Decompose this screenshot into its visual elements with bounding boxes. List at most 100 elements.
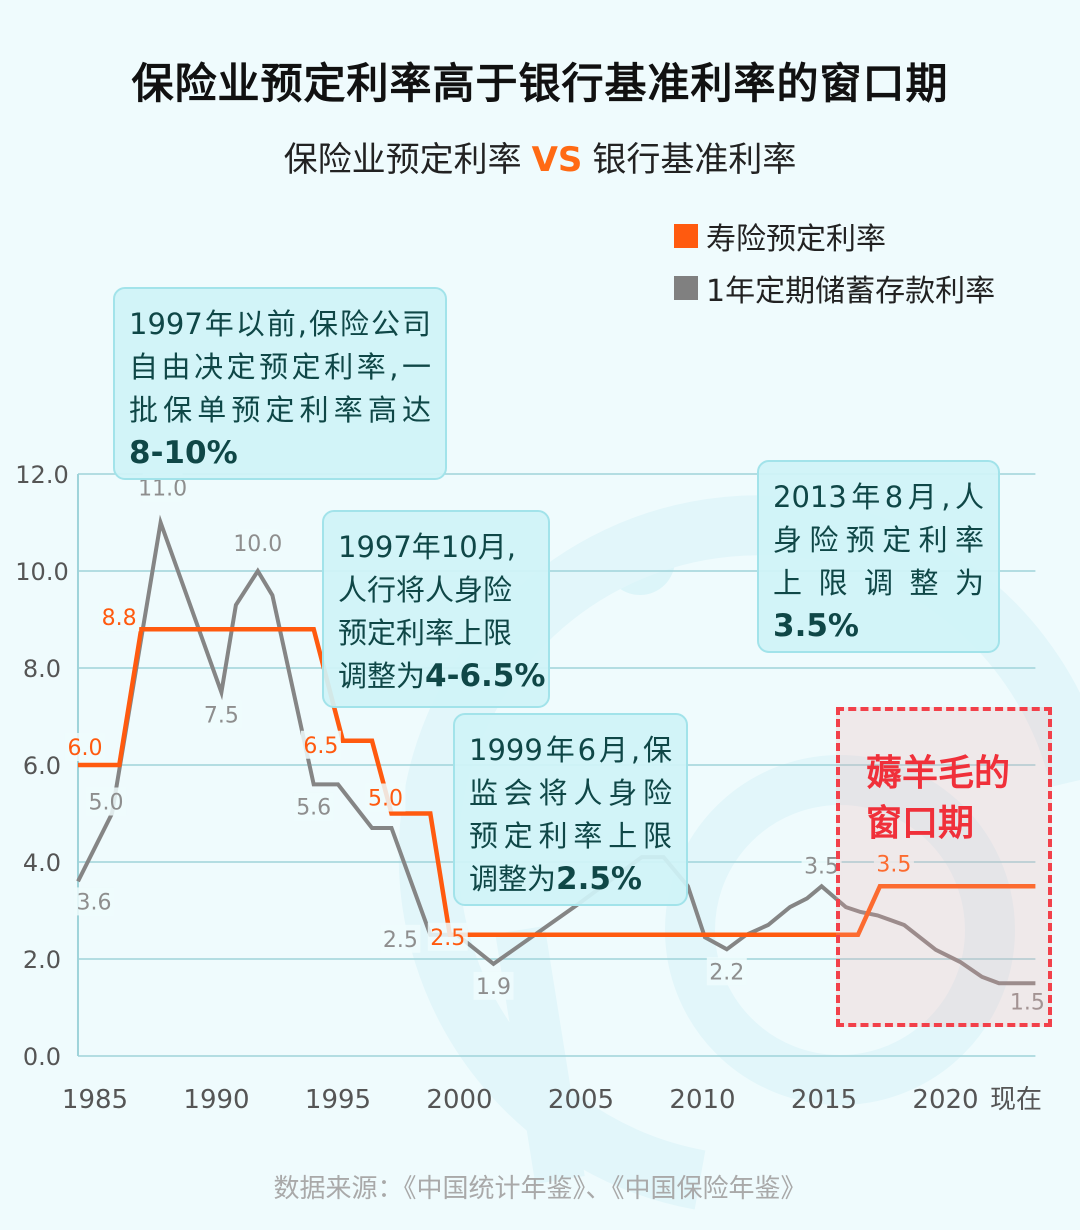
legend-swatch-gray — [674, 276, 698, 300]
data-label-text: 6.0 — [67, 736, 102, 761]
data-label-bg — [801, 851, 842, 880]
data-label: 5.0 — [86, 787, 127, 816]
data-label: 6.0 — [64, 733, 105, 761]
data-label: 3.6 — [73, 887, 114, 916]
annotation-highlight: 4-6.5% — [425, 658, 546, 694]
data-label: 2.5 — [380, 924, 421, 953]
data-label: 5.6 — [293, 792, 334, 821]
legend-item-life-insurance: 寿险预定利率 — [674, 214, 886, 258]
data-label-text: 11.0 — [138, 477, 187, 502]
legend-swatch-orange — [674, 224, 698, 248]
data-label-text: 7.5 — [204, 703, 239, 728]
data-label-text: 1.5 — [1010, 990, 1045, 1015]
x-tick-label: 2010 — [669, 1085, 735, 1115]
annotation-1999-6: 1999年6月,保 监会将人身险 预定利率上限 调整为2.5% — [453, 713, 688, 906]
y-tick-label: 12.0 — [15, 461, 68, 489]
window-label-line: 薅羊毛的 — [866, 753, 1011, 794]
x-tick-label: 1985 — [62, 1085, 128, 1115]
annotation-line: 上限调整为 — [773, 566, 984, 600]
annotation-line: 调整为 — [338, 659, 426, 693]
subtitle-left: 保险业预定利率 — [283, 140, 522, 180]
data-label-bg — [64, 733, 105, 761]
y-tick-label: 10.0 — [15, 558, 68, 586]
data-label-bg — [201, 700, 242, 729]
legend-label: 寿险预定利率 — [706, 222, 886, 257]
data-label: 1.5 — [1007, 987, 1048, 1016]
data-label: 5.0 — [365, 783, 406, 812]
data-label-bg — [293, 792, 334, 821]
data-label-text: 10.0 — [233, 532, 282, 557]
data-label-text: 1.9 — [476, 975, 511, 1000]
data-label-bg — [99, 603, 140, 632]
annotation-line: 监会将人身险 — [469, 776, 672, 810]
data-label: 3.5 — [873, 849, 914, 878]
annotation-2013-8: 2013年8月,人 身险预定利率 上限调整为 3.5% — [757, 460, 1000, 653]
annotation-line: 人行将人身险 — [338, 573, 513, 607]
window-label: 薅羊毛的 窗口期 — [866, 749, 1010, 849]
data-label-text: 5.0 — [368, 787, 403, 812]
data-label-text: 2.5 — [383, 928, 418, 953]
annotation-line: 预定利率上限 — [469, 819, 672, 853]
data-label-bg — [380, 924, 421, 953]
window-label-line: 窗口期 — [866, 803, 975, 844]
annotation-highlight: 3.5% — [773, 608, 859, 644]
x-tick-label: 2015 — [791, 1085, 857, 1115]
annotation-line: 1997年10月, — [338, 530, 516, 564]
data-label: 3.5 — [801, 851, 842, 880]
data-label-bg — [427, 922, 468, 951]
annotation-line: 自由决定预定利率,一 — [129, 350, 431, 384]
annotation-line: 2013年8月,人 — [773, 480, 984, 514]
data-label-bg — [237, 529, 278, 557]
data-label-bg — [473, 971, 514, 1000]
annotation-line: 调整为 — [469, 862, 557, 896]
data-label-bg — [873, 849, 914, 878]
legend-item-deposit-rate: 1年定期储蓄存款利率 — [674, 266, 995, 310]
y-tick-label: 8.0 — [23, 655, 61, 683]
data-label-text: 2.5 — [430, 926, 465, 951]
data-label-text: 3.5 — [804, 854, 839, 879]
annotation-line: 批保单预定利率高达 — [129, 393, 431, 427]
x-tick-label: 1995 — [305, 1085, 371, 1115]
data-label-text: 2.2 — [709, 960, 744, 985]
chart-subtitle: 保险业预定利率 VS 银行基准利率 — [0, 132, 1080, 181]
data-label-text: 8.8 — [102, 606, 137, 631]
x-tick-label: 2000 — [426, 1085, 492, 1115]
data-label: 2.5 — [427, 922, 468, 951]
data-label-bg — [86, 787, 127, 816]
data-label: 2.2 — [706, 957, 747, 986]
arbitrage-window-highlight: 薅羊毛的 窗口期 — [836, 707, 1052, 1027]
data-label-bg — [1007, 987, 1048, 1016]
y-tick-label: 0.0 — [23, 1043, 61, 1071]
data-label-text: 6.5 — [303, 734, 338, 759]
data-label-bg — [706, 957, 747, 986]
data-label-text: 3.6 — [76, 890, 111, 915]
y-tick-label: 2.0 — [23, 946, 61, 974]
series-line-life-insurance — [78, 626, 1036, 938]
y-tick-label: 6.0 — [23, 752, 61, 780]
y-tick-label: 4.0 — [23, 849, 61, 877]
data-label: 1.9 — [473, 971, 514, 1000]
annotation-line: 身险预定利率 — [773, 523, 984, 557]
data-label-bg — [365, 783, 406, 812]
data-label: 7.5 — [201, 700, 242, 729]
annotation-highlight: 8-10% — [129, 435, 238, 471]
x-tick-label-now: 现在 — [990, 1085, 1042, 1115]
subtitle-vs: VS — [531, 140, 583, 180]
x-tick-label: 2020 — [912, 1085, 978, 1115]
x-tick-label: 2005 — [548, 1085, 614, 1115]
annotation-line: 1997年以前,保险公司 — [129, 307, 431, 341]
annotation-highlight: 2.5% — [556, 861, 642, 897]
subtitle-right: 银行基准利率 — [592, 140, 797, 180]
data-label: 6.5 — [300, 730, 341, 759]
annotation-line: 1999年6月,保 — [469, 733, 672, 767]
x-tick-label: 1990 — [183, 1085, 249, 1115]
annotation-line: 预定利率上限 — [338, 616, 513, 650]
data-label-text: 5.6 — [296, 795, 331, 820]
annotation-pre-1997: 1997年以前,保险公司 自由决定预定利率,一 批保单预定利率高达 8-10% — [113, 287, 447, 480]
data-label: 10.0 — [233, 529, 282, 557]
data-label: 8.8 — [99, 603, 140, 632]
data-label-text: 3.5 — [876, 852, 911, 877]
data-label-bg — [300, 730, 341, 759]
annotation-1997-10: 1997年10月, 人行将人身险 预定利率上限 调整为4-6.5% — [322, 510, 550, 708]
legend-label: 1年定期储蓄存款利率 — [706, 274, 996, 309]
